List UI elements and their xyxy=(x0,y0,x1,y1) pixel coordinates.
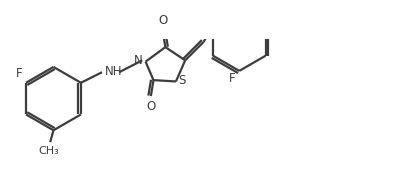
Text: F: F xyxy=(229,72,235,85)
Text: CH₃: CH₃ xyxy=(39,146,59,156)
Text: N: N xyxy=(134,54,143,68)
Text: S: S xyxy=(178,74,186,87)
Text: NH: NH xyxy=(105,65,122,78)
Text: O: O xyxy=(158,14,167,27)
Text: O: O xyxy=(146,100,156,113)
Text: F: F xyxy=(15,67,22,80)
